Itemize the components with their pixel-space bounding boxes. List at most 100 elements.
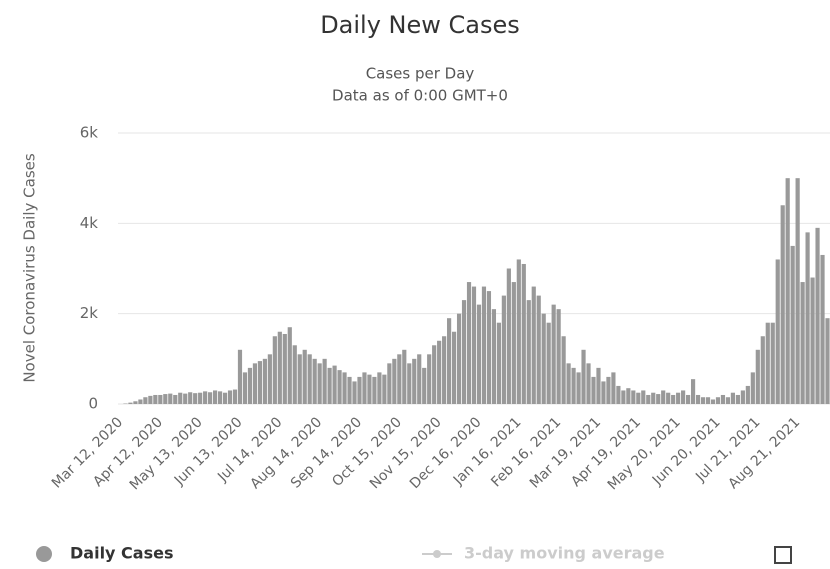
bar <box>611 372 616 404</box>
bar <box>631 390 636 404</box>
bar <box>825 318 830 404</box>
bar <box>456 313 462 404</box>
bar <box>247 367 253 404</box>
bar <box>805 232 810 404</box>
y-tick-label: 6k <box>80 124 99 142</box>
bar <box>302 349 307 404</box>
bar <box>212 390 218 404</box>
bar <box>780 205 785 404</box>
bar <box>531 286 536 404</box>
bar <box>208 392 213 404</box>
y-tick-label: 4k <box>80 214 99 232</box>
bar <box>765 322 770 404</box>
bar <box>511 282 516 404</box>
bar <box>297 354 302 404</box>
bar <box>407 363 412 404</box>
bar <box>168 393 173 404</box>
bar <box>427 354 432 404</box>
bar <box>710 399 716 404</box>
x-tick-label: Oct 15, 2020 <box>329 414 405 490</box>
bar <box>217 391 223 404</box>
legend-label[interactable]: 3-day moving average <box>464 544 665 563</box>
bar <box>312 358 317 404</box>
bar <box>686 394 691 404</box>
bar <box>242 372 248 404</box>
legend-label[interactable]: Daily Cases <box>70 544 173 563</box>
bar <box>755 349 760 404</box>
bar <box>720 394 726 404</box>
bar <box>402 349 407 404</box>
bar <box>745 385 750 404</box>
bar <box>616 385 621 404</box>
bar <box>267 354 272 404</box>
bar <box>606 376 611 404</box>
bar <box>596 367 601 404</box>
x-tick-label: Sep 14, 2020 <box>288 414 365 491</box>
bar <box>292 345 297 404</box>
bar <box>666 392 671 404</box>
bar <box>735 394 740 404</box>
bar <box>601 381 606 404</box>
bar <box>705 397 711 404</box>
y-tick-label: 2k <box>80 304 99 322</box>
bar <box>232 389 238 404</box>
bar <box>820 254 825 404</box>
bar <box>178 392 183 404</box>
bar <box>282 333 287 404</box>
chart-note: Data as of 0:00 GMT+0 <box>332 87 508 105</box>
bar <box>491 309 497 404</box>
bar <box>561 336 566 404</box>
bar <box>641 390 646 404</box>
bar <box>317 363 322 404</box>
bar <box>138 399 143 404</box>
legend-daily[interactable]: Daily Cases <box>36 544 173 563</box>
x-tick-label: Aug 21, 2021 <box>725 414 803 492</box>
bar <box>541 313 546 404</box>
bar <box>556 309 561 404</box>
x-tick-label: Feb 16, 2021 <box>488 414 564 490</box>
bar <box>810 277 815 404</box>
bar <box>461 300 467 404</box>
bar <box>740 390 745 404</box>
bar <box>715 397 721 404</box>
bar <box>501 295 506 404</box>
bar <box>586 363 591 404</box>
bar <box>571 367 576 404</box>
bar <box>198 392 203 404</box>
bar <box>372 376 377 404</box>
bar <box>775 259 780 404</box>
bar <box>636 392 641 404</box>
bar <box>222 392 228 404</box>
bar <box>486 291 492 404</box>
bar <box>148 395 153 404</box>
checkbox[interactable] <box>774 546 792 564</box>
bar <box>412 358 417 404</box>
bar <box>193 393 198 404</box>
bar <box>671 394 676 404</box>
bar <box>546 322 551 404</box>
bar <box>322 358 327 404</box>
bar <box>352 381 357 404</box>
bar <box>377 372 382 404</box>
bar <box>466 282 472 404</box>
bar <box>730 392 736 404</box>
bar <box>451 331 457 404</box>
bar <box>815 227 820 404</box>
bar <box>690 379 696 404</box>
y-axis-label: Novel Coronavirus Daily Cases <box>21 153 39 383</box>
bar <box>252 363 258 404</box>
bar <box>173 394 178 404</box>
bar <box>661 390 666 404</box>
bar <box>342 372 347 404</box>
bar <box>725 397 731 404</box>
x-tick-label: Apr 12, 2020 <box>90 414 166 490</box>
legend-average[interactable]: 3-day moving average <box>422 544 665 563</box>
bar <box>432 345 437 404</box>
bar <box>676 392 681 404</box>
bar <box>656 394 661 404</box>
bar <box>437 340 442 404</box>
bar <box>417 354 422 404</box>
x-tick-label: Mar 12, 2020 <box>49 414 126 491</box>
chart-title: Daily New Cases <box>320 11 520 39</box>
bar <box>347 376 352 404</box>
